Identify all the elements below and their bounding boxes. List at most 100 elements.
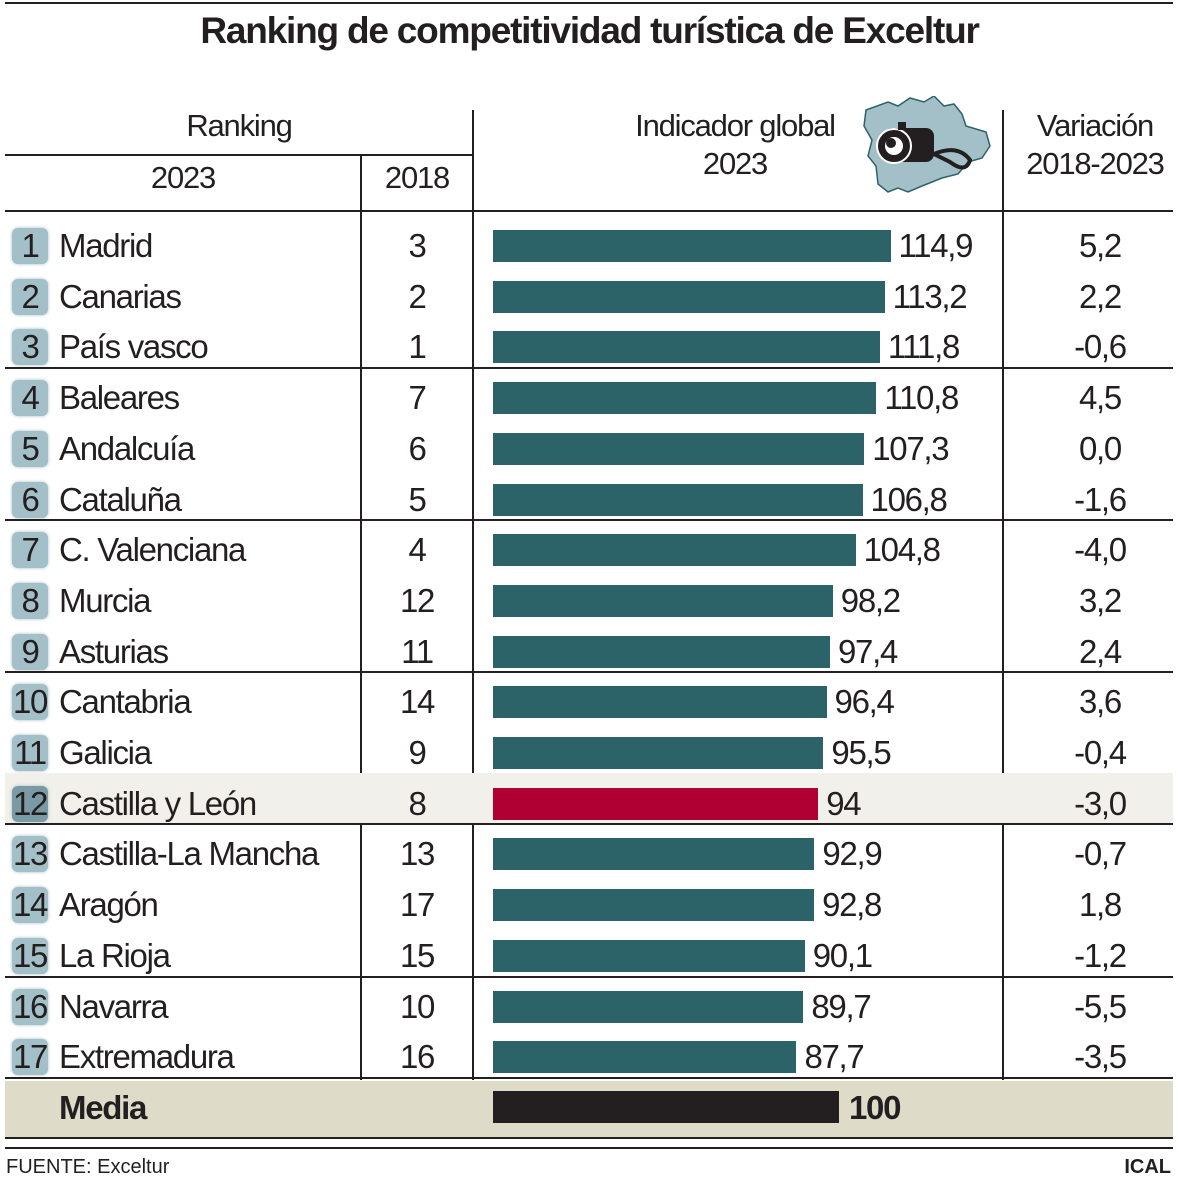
rank-2018: 10 — [399, 987, 435, 1025]
agency-credit: ICAL — [1124, 1156, 1171, 1178]
indicator-bar — [493, 432, 865, 465]
rank-badge — [12, 836, 48, 873]
castilla-leon-map-camera-icon — [863, 96, 991, 193]
region-name: Asturias — [59, 632, 169, 670]
column-divider — [472, 110, 474, 1080]
variation-value: -0,4 — [1074, 734, 1127, 771]
indicator-bar — [493, 635, 830, 668]
group-divider — [5, 367, 1173, 370]
variation-value: -3,5 — [1074, 1038, 1127, 1076]
rank-badge — [12, 278, 48, 315]
average-value: 100 — [849, 1089, 901, 1126]
indicator-bar — [493, 889, 815, 922]
indicator-value: 95,5 — [831, 734, 891, 771]
header-2018: 2018 — [384, 160, 450, 195]
column-divider — [360, 155, 362, 1080]
indicator-value: 106,8 — [870, 480, 948, 518]
rank-2023: 8 — [21, 581, 39, 619]
header-variation-line2: 2018-2023 — [1026, 146, 1165, 181]
region-name: Cantabria — [59, 683, 192, 721]
indicator-bar — [493, 990, 804, 1023]
rank-2018: 4 — [408, 531, 426, 569]
variation-value: 4,5 — [1079, 379, 1122, 417]
indicator-value: 89,7 — [811, 987, 871, 1025]
indicator-value: 104,8 — [863, 531, 941, 569]
indicator-value: 90,1 — [812, 936, 873, 974]
rank-2018: 16 — [399, 1038, 435, 1076]
region-name: País vasco — [59, 328, 209, 366]
rank-2018: 14 — [399, 683, 435, 721]
rank-badge — [12, 329, 48, 366]
rank-2023: 10 — [12, 683, 48, 721]
header-2023: 2023 — [150, 160, 216, 195]
variation-value: 3,2 — [1079, 581, 1122, 619]
rank-2023: 5 — [21, 429, 39, 467]
indicator-value: 114,9 — [898, 227, 974, 264]
rank-2023: 16 — [12, 987, 48, 1025]
indicator-value: 111,8 — [887, 328, 960, 366]
region-name: Cataluña — [59, 480, 182, 518]
indicator-value: 97,4 — [838, 632, 898, 670]
rank-badge — [12, 887, 48, 924]
rank-2023: 1 — [21, 227, 39, 264]
variation-value: -5,5 — [1074, 987, 1127, 1025]
rank-badge — [12, 633, 48, 670]
top-rule — [5, 2, 1173, 4]
bottom-rule — [5, 1147, 1173, 1149]
header-ranking: Ranking — [186, 108, 293, 143]
rank-2023: 13 — [12, 835, 48, 873]
indicator-value: 110,8 — [884, 379, 959, 417]
indicator-value: 92,8 — [822, 886, 882, 924]
rank-badge — [12, 228, 48, 264]
region-name: Aragón — [59, 886, 159, 924]
group-divider — [5, 1076, 1173, 1079]
rank-2018: 15 — [399, 936, 435, 974]
rank-2023: 3 — [21, 328, 39, 366]
rank-2018: 8 — [408, 784, 426, 822]
rank-badge — [12, 785, 48, 822]
rank-badge — [12, 481, 48, 518]
rank-2018: 7 — [408, 379, 426, 417]
average-bar — [493, 1091, 839, 1123]
rank-2018: 3 — [408, 227, 426, 264]
rank-2018: 9 — [408, 734, 426, 771]
region-name: Andalcuía — [59, 429, 195, 467]
chart-title: Ranking de competitividad turística de E… — [200, 10, 980, 51]
rank-2018: 13 — [399, 835, 435, 873]
header-bottom-rule — [5, 210, 1173, 212]
rank-2018: 6 — [408, 429, 426, 467]
rank-2023: 9 — [21, 632, 39, 670]
indicator-bar — [493, 382, 877, 415]
indicator-value: 92,9 — [822, 835, 882, 873]
indicator-bar — [493, 280, 885, 313]
rank-badge — [12, 582, 48, 619]
indicator-bar — [493, 838, 815, 871]
indicator-bar — [493, 483, 863, 516]
source-note: FUENTE: Exceltur — [6, 1156, 170, 1178]
indicator-bar — [493, 584, 833, 617]
rank-2018: 12 — [399, 581, 435, 619]
indicator-bar — [493, 230, 891, 262]
region-name: Extremadura — [59, 1038, 235, 1076]
rank-2023: 11 — [14, 734, 47, 771]
rank-badge — [12, 988, 48, 1025]
group-divider — [5, 975, 1173, 978]
variation-value: -1,6 — [1074, 480, 1127, 518]
region-name: Murcia — [59, 581, 152, 619]
region-name: Navarra — [59, 987, 169, 1025]
rank-2023: 12 — [12, 784, 48, 822]
variation-value: 2,2 — [1079, 277, 1122, 315]
header-indicator-line2: 2023 — [702, 146, 768, 181]
variation-value: -1,2 — [1074, 936, 1127, 974]
region-name: Canarias — [59, 277, 182, 315]
header-variation-line1: Variación — [1036, 108, 1154, 143]
group-divider — [5, 519, 1173, 522]
region-name: Galicia — [59, 734, 152, 771]
rank-2023: 4 — [21, 379, 39, 417]
region-name: Baleares — [59, 379, 180, 417]
indicator-value: 107,3 — [872, 429, 949, 467]
rank-2018: 11 — [401, 632, 434, 670]
region-name: Castilla y León — [59, 784, 257, 822]
indicator-bar — [493, 939, 805, 972]
